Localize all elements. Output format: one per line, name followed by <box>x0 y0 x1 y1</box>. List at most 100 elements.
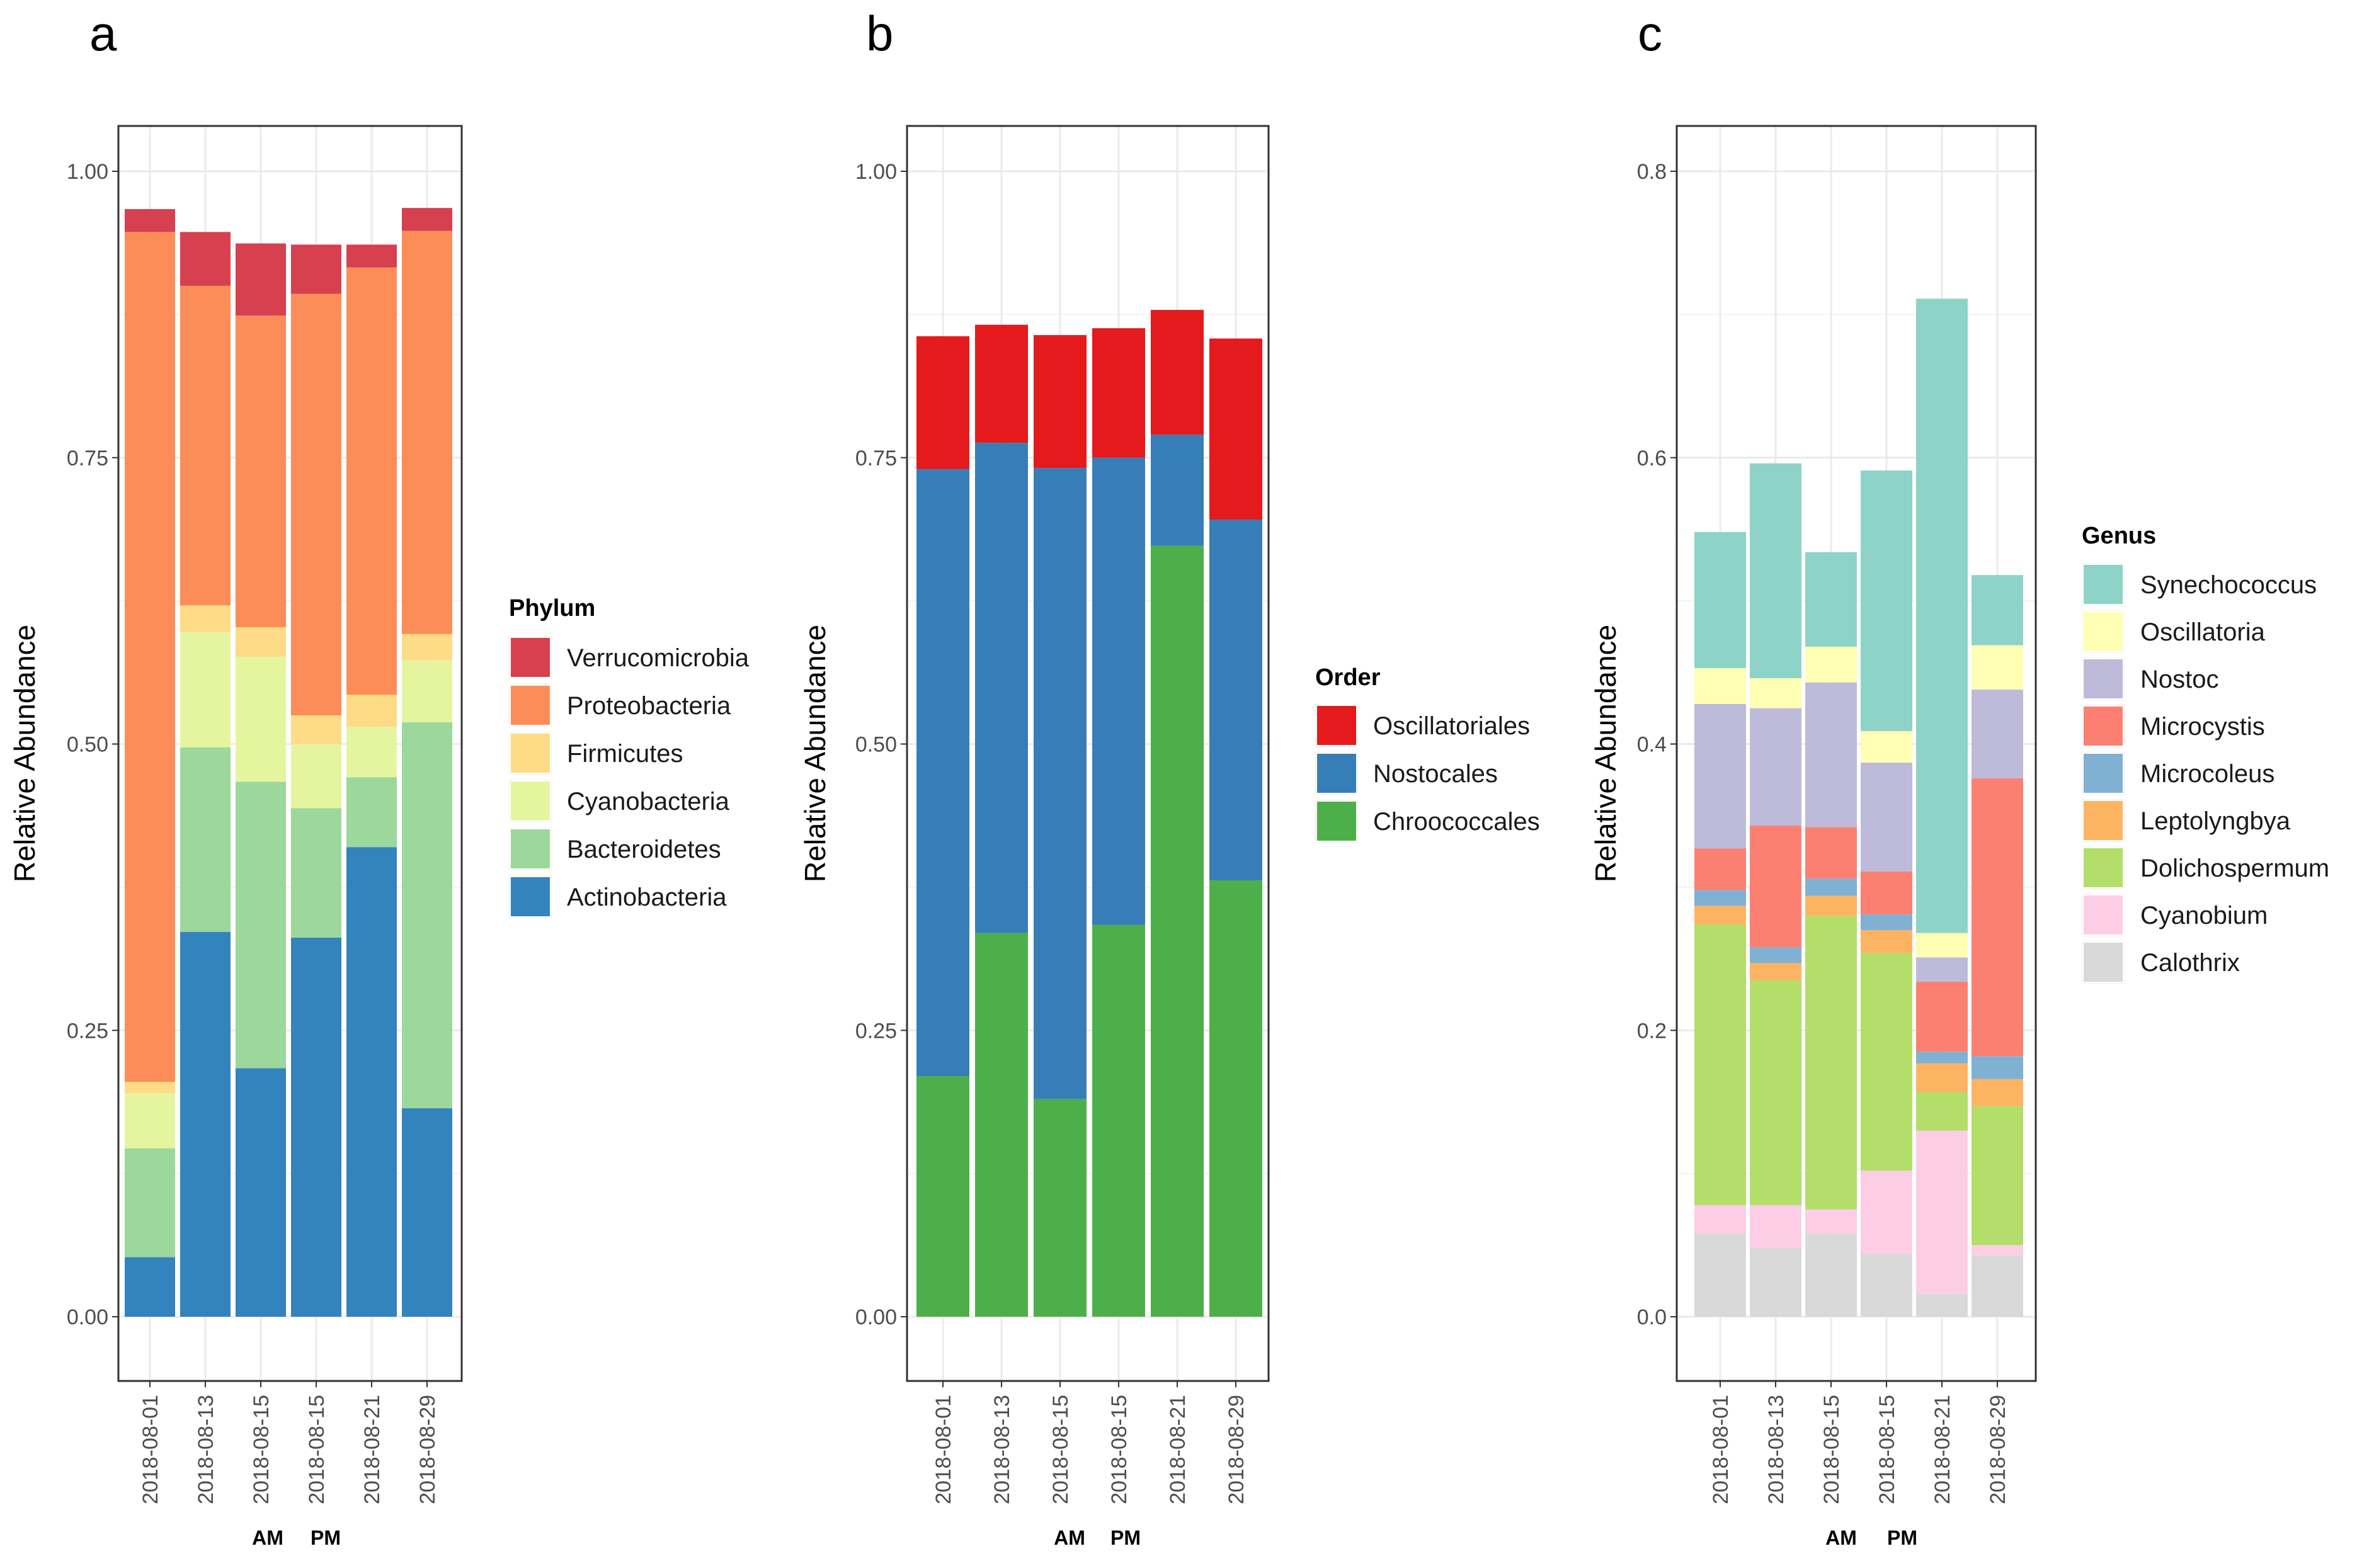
y-tick-label: 0.8 <box>1637 160 1667 184</box>
bar-segment-calothrix <box>1750 1247 1801 1317</box>
legend-label: Calothrix <box>2140 949 2240 977</box>
legend-swatch-chroococcales <box>1316 800 1357 842</box>
legend-swatch-oscillatoriales <box>1316 705 1357 746</box>
legend-swatch-nostoc <box>2082 658 2124 700</box>
x-tick-label: 2018-08-15 <box>1875 1395 1899 1504</box>
bar-segment-nostocales <box>916 469 969 1077</box>
bar-segment-cyanobacteria <box>402 660 452 722</box>
y-axis-title: Relative Abundance <box>799 625 831 882</box>
bar-segment-cyanobium <box>1694 1205 1746 1234</box>
bar-segment-microcystis <box>1805 827 1857 879</box>
bar-segment-cyanobium <box>1805 1209 1857 1234</box>
y-tick-label: 0.50 <box>855 733 897 757</box>
bar-segment-chroococcales <box>975 933 1028 1317</box>
bar-segment-microcoleus <box>1916 1052 1968 1064</box>
bar-segment-microcystis <box>1972 778 2023 1057</box>
legend-swatch-cyanobium <box>2082 894 2124 936</box>
bar-segment-actinobacteria <box>180 931 231 1317</box>
legend-swatch-microcystis <box>2082 705 2124 747</box>
bar-segment-leptolyngbya <box>1861 930 1912 953</box>
bar-segment-nostoc <box>1916 957 1968 982</box>
bar-segment-bacteroidetes <box>346 777 397 848</box>
legend-label: Cyanobacteria <box>567 788 730 815</box>
legend-label: Microcoleus <box>2140 760 2274 788</box>
legend: Order Oscillatoriales Nostocales Chroococca… <box>1315 664 1540 843</box>
bar-segment-microcoleus <box>1694 890 1746 906</box>
legend-swatch-cyanobacteria <box>510 780 551 822</box>
legend-swatch-synechococcus <box>2082 564 2124 605</box>
bar-segment-dolichospermum <box>1805 916 1857 1210</box>
bar-segment-oscillatoria <box>1694 668 1746 704</box>
legend-label: Synechococcus <box>2140 571 2317 599</box>
x-tick-label: 2018-08-01 <box>932 1395 956 1504</box>
bar-segment-actinobacteria <box>402 1108 452 1317</box>
bar-segment-firmicutes <box>236 627 286 657</box>
y-axis-title: Relative Abundance <box>1589 625 1622 882</box>
x-tick-label: 2018-08-13 <box>194 1395 218 1504</box>
bar-segment-actinobacteria <box>125 1257 175 1317</box>
bar-segment-actinobacteria <box>291 937 341 1317</box>
bar-segment-firmicutes <box>402 633 452 661</box>
bar-segment-nostoc <box>1972 690 2023 779</box>
bar-segment-leptolyngbya <box>1750 963 1801 980</box>
bar-segment-leptolyngbya <box>1694 906 1746 924</box>
bar-segment-calothrix <box>1972 1255 2023 1317</box>
bar-segment-actinobacteria <box>346 847 397 1317</box>
bar-segment-synechococcus <box>1861 470 1912 732</box>
y-tick-label: 1.00 <box>855 160 897 184</box>
bar-segment-synechococcus <box>1916 298 1968 933</box>
legend-title: Genus <box>2082 523 2156 549</box>
legend-label: Dolichospermum <box>2140 855 2329 882</box>
bar-segment-dolichospermum <box>1694 924 1746 1205</box>
x-tick-label: 2018-08-29 <box>1224 1395 1248 1504</box>
bar-segment-actinobacteria <box>236 1068 286 1317</box>
y-tick-label: 0.00 <box>855 1305 897 1329</box>
x-tick-label: 2018-08-29 <box>416 1395 440 1504</box>
bar-segment-calothrix <box>1805 1234 1857 1317</box>
plot-border <box>906 125 1270 1382</box>
bar-segment-dolichospermum <box>1972 1106 2023 1246</box>
bar-segment-proteobacteria <box>402 230 452 634</box>
bar-segment-oscillatoria <box>1861 731 1912 763</box>
bar-segment-bacteroidetes <box>180 747 231 932</box>
chart-panel-c: c 0.0 0.2 0.4 0.6 0.8 2018-08-01 2018-08-13 2018… <box>1589 6 2329 1549</box>
legend-swatch-bacteroidetes <box>510 828 551 870</box>
time-annotation: AM <box>1054 1526 1085 1549</box>
y-tick-label: 1.00 <box>67 160 108 184</box>
legend-title: Phylum <box>509 595 595 622</box>
bar-segment-cyanobacteria <box>236 657 286 782</box>
legend-swatch-microcoleus <box>2082 753 2124 794</box>
bar-segment-firmicutes <box>125 1082 175 1094</box>
legend-swatch-actinobacteria <box>510 876 551 918</box>
chart-panel-a: a 0.00 0.25 0.50 0.75 1.00 2018-08-01 2018-08-1… <box>8 6 750 1549</box>
bar-segment-nostocales <box>1151 435 1204 546</box>
bar-segment-firmicutes <box>346 695 397 727</box>
y-tick-label: 0.25 <box>67 1019 108 1043</box>
bar-segment-nostoc <box>1861 763 1912 872</box>
legend-swatch-dolichospermum <box>2082 847 2124 889</box>
legend-label: Chroococcales <box>1373 808 1540 836</box>
panel-letter: b <box>866 6 893 61</box>
y-tick-label: 0.00 <box>67 1305 108 1329</box>
bar-segment-verrucomicrobia <box>125 209 175 232</box>
bar-segment-oscillatoriales <box>1034 335 1087 469</box>
bar-segment-synechococcus <box>1805 552 1857 647</box>
y-tick-label: 0.0 <box>1637 1305 1667 1329</box>
legend-swatch-verrucomicrobia <box>510 637 551 678</box>
bar-segment-oscillatoriales <box>1151 310 1204 435</box>
bar-segment-chroococcales <box>1034 1099 1087 1317</box>
legend-label: Cyanobium <box>2140 902 2268 929</box>
x-tick-label: 2018-08-21 <box>1931 1395 1955 1504</box>
time-annotation: PM <box>1110 1526 1141 1549</box>
bar-segment-microcoleus <box>1805 878 1857 896</box>
bar-segment-oscillatoria <box>1972 645 2023 690</box>
x-tick-label: 2018-08-01 <box>1709 1395 1733 1504</box>
bar-segment-oscillatoria <box>1916 933 1968 958</box>
bar-segment-bacteroidetes <box>236 781 286 1069</box>
chart-panel-b: b 0.00 0.25 0.50 0.75 1.00 2018-08-01 2018-08-1… <box>799 6 1540 1549</box>
bar-segment-proteobacteria <box>180 285 231 606</box>
bar-segment-nostocales <box>1209 519 1262 880</box>
bar-segment-chroococcales <box>1092 924 1145 1317</box>
x-tick-label: 2018-08-15 <box>1049 1395 1073 1504</box>
